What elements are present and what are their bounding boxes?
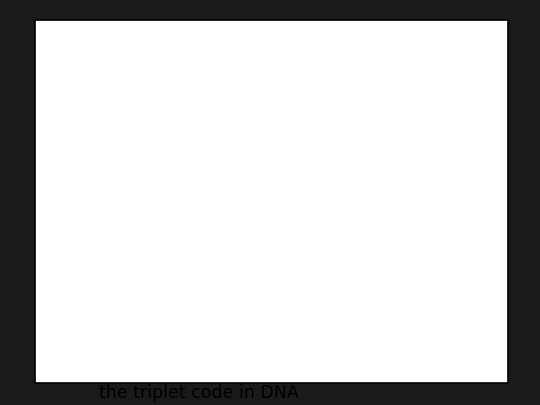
Text: transcription: transcription <box>153 107 265 125</box>
Text: nucleus, a segment of DNA: nucleus, a segment of DNA <box>99 141 336 159</box>
Text: template for: template for <box>247 207 356 225</box>
Text: 24: 24 <box>476 364 489 374</box>
Text: joins the RNA: joins the RNA <box>235 284 357 302</box>
Text: in the: in the <box>265 107 320 125</box>
Text: mRNA formation: mRNA formation <box>99 241 244 259</box>
Text: Overview of Transcription: Overview of Transcription <box>61 57 482 85</box>
Text: codons: codons <box>306 318 368 335</box>
Text: unwinds and unzips, and the: unwinds and unzips, and the <box>99 174 349 192</box>
Text: ▪: ▪ <box>78 284 90 302</box>
Text: in mRNA are complementary: in mRNA are complementary <box>99 351 352 369</box>
Text: the triplet code in DNA: the triplet code in DNA <box>99 384 299 402</box>
Text: DNA: DNA <box>99 207 137 225</box>
Text: ▪During: ▪During <box>78 107 153 125</box>
Text: RNA polymerase: RNA polymerase <box>90 284 235 302</box>
Text: nucleotides so that the: nucleotides so that the <box>99 318 306 335</box>
Text: serves as a: serves as a <box>137 207 247 225</box>
Text: to: to <box>352 351 375 369</box>
